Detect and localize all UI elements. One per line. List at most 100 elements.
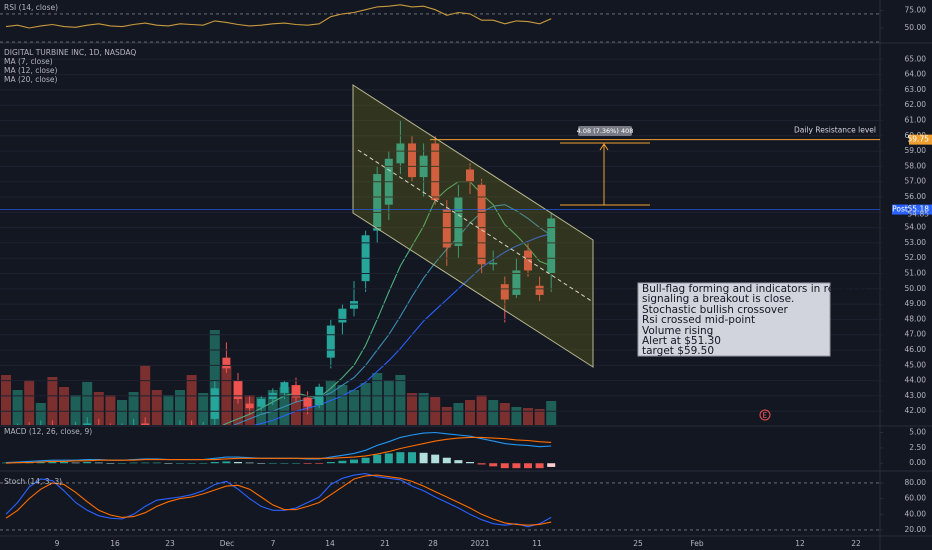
histogram-bar <box>338 460 347 464</box>
volume-bar <box>59 387 69 425</box>
channel <box>352 84 594 368</box>
price-tag-label: Post <box>892 205 908 214</box>
volume-bar <box>407 393 417 425</box>
candle-body <box>234 380 242 399</box>
annotation: Bull-flag forming and indicators in reve… <box>637 282 869 357</box>
volume-bar <box>267 390 278 425</box>
volume-bar <box>360 383 371 425</box>
candle-body <box>489 262 498 265</box>
y-tick-label: 20.00 <box>905 525 927 534</box>
legend-entry: MA (12, close) <box>4 66 58 75</box>
candle-body <box>280 382 289 393</box>
series-line <box>253 233 552 425</box>
candle-body <box>210 388 219 419</box>
candle-body <box>373 174 382 231</box>
y-tick-label: 54.00 <box>905 223 927 232</box>
histogram-bar <box>384 453 393 464</box>
candle-body <box>547 218 556 274</box>
x-tick-label: Feb <box>690 539 704 548</box>
volume-bar <box>511 407 522 425</box>
histogram-bar <box>535 463 544 469</box>
earnings-icon[interactable] <box>759 409 771 421</box>
histogram-bar <box>373 454 382 464</box>
candle-body <box>524 250 532 271</box>
legend-entry: MA (20, close) <box>4 75 58 84</box>
y-tick-label: 40.00 <box>905 509 927 518</box>
candle-body <box>222 357 231 369</box>
volume-bar <box>198 393 209 425</box>
volume-bar <box>441 407 452 425</box>
histogram-bar <box>292 463 300 464</box>
histogram-bar <box>152 462 161 464</box>
volume-bar <box>1 375 11 425</box>
histogram-bar <box>489 463 498 467</box>
volume-bar <box>221 365 232 425</box>
x-tick-label: 21 <box>380 539 390 548</box>
y-tick-label: 58.00 <box>905 161 927 170</box>
histogram-bar <box>350 459 358 464</box>
candle-body <box>350 301 358 309</box>
volume-bar <box>151 390 162 425</box>
histogram-bar <box>524 463 532 469</box>
volume-bar <box>175 390 185 425</box>
series-line <box>5 4 552 29</box>
histogram-bar <box>547 463 556 467</box>
measure-label-box <box>578 126 632 136</box>
candle-body <box>477 184 486 265</box>
volume-bar <box>337 385 348 425</box>
price-label: 59.75 <box>908 135 930 144</box>
x-tick-label: 25 <box>633 539 643 548</box>
pane-title: Stoch (14, 3, 3) <box>4 477 62 486</box>
x-tick-label: 23 <box>165 539 175 548</box>
volume-bar <box>12 390 23 425</box>
x-tick-label: 11 <box>532 539 542 548</box>
volume-bar <box>465 400 475 425</box>
legend-entry: MA (7, close) <box>4 57 53 66</box>
candle-body <box>442 209 451 248</box>
y-tick-label: 62.00 <box>905 100 927 109</box>
x-tick-label: 22 <box>851 539 861 548</box>
x-tick-label: 9 <box>55 539 60 548</box>
x-tick-label: 7 <box>271 539 276 548</box>
volume-bar <box>453 403 464 425</box>
histogram-bar <box>83 462 92 464</box>
y-tick-label: 59.00 <box>905 146 927 155</box>
earnings-circle[interactable] <box>759 409 771 421</box>
y-tick-label: 64.00 <box>905 70 927 79</box>
y-tick-label: 46.00 <box>905 345 927 354</box>
y-tick-label: 80.00 <box>905 478 927 487</box>
channel-midline <box>357 149 594 303</box>
volume-bar <box>186 375 197 425</box>
histogram-bar <box>164 463 173 464</box>
candle-body <box>500 284 509 300</box>
volume-bar <box>279 387 290 425</box>
volume-bar <box>523 408 533 425</box>
x-tick-label: 28 <box>428 539 438 548</box>
y-tick-label: 2.50 <box>909 443 926 452</box>
volume-bar <box>35 403 46 425</box>
volume-bar <box>372 373 383 425</box>
candle-body <box>141 423 150 425</box>
volume-bar <box>163 395 174 425</box>
histogram-bar <box>60 462 68 464</box>
y-tick-label: 52.00 <box>905 253 927 262</box>
volume-bar <box>349 390 359 425</box>
candle-body <box>454 197 463 246</box>
histogram-bar <box>106 463 115 464</box>
annotation-line: Stochastic bullish crossover <box>642 304 789 316</box>
histogram-bar <box>245 462 254 464</box>
histogram-bar <box>454 460 463 464</box>
annotation-line: signaling a breakout is close. <box>642 293 794 305</box>
series-line <box>5 473 552 528</box>
histogram-bar <box>222 461 231 464</box>
y-tick-label: 47.00 <box>905 330 927 339</box>
annotation-line: Rsi crossed mid-point <box>642 314 755 326</box>
y-tick-label: 44.00 <box>905 376 927 385</box>
annotation-line: Volume rising <box>642 325 713 337</box>
volume-bar <box>24 380 35 425</box>
candle-body <box>292 385 300 398</box>
y-tick-label: 50.00 <box>905 23 927 32</box>
